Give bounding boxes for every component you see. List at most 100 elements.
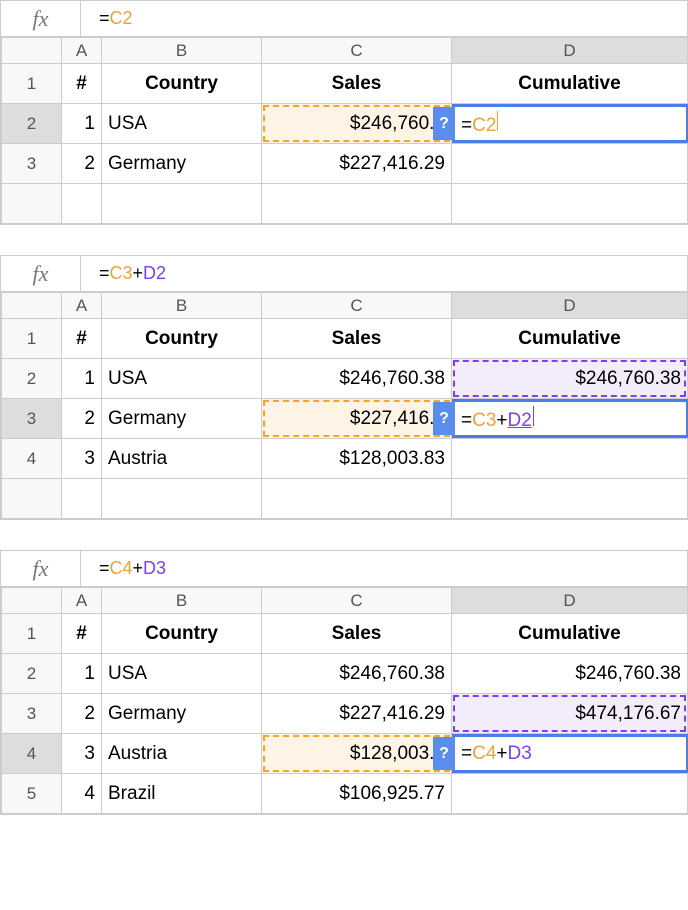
formula-help-icon[interactable]: ?	[433, 107, 455, 140]
cell-b3[interactable]: Germany	[102, 694, 262, 734]
cell-c4[interactable]: $128,003.8	[262, 734, 452, 774]
formula-bar[interactable]: fx =C4+D3	[1, 551, 687, 587]
formula-bar[interactable]: fx =C2	[1, 1, 687, 37]
fx-icon: fx	[1, 256, 81, 291]
cell-d5[interactable]	[452, 774, 688, 814]
row-header-1[interactable]: 1	[2, 614, 62, 654]
col-header-a[interactable]: A	[62, 293, 102, 319]
spreadsheet-panel-3: fx =C4+D3 A B C D 1 # Country Sales Cumu…	[0, 550, 688, 815]
cell-d2[interactable]: ? =C2	[452, 104, 688, 144]
formula-bar-content[interactable]: =C2	[81, 8, 133, 29]
cell-a2[interactable]: 1	[62, 654, 102, 694]
editor-eq: =	[461, 115, 472, 137]
cell-a3[interactable]: 2	[62, 144, 102, 184]
cell-c1[interactable]: Sales	[262, 319, 452, 359]
cell-a4[interactable]: 3	[62, 734, 102, 774]
active-cell-editor[interactable]: ? =C2	[452, 104, 688, 143]
col-header-b[interactable]: B	[102, 293, 262, 319]
cell-c3[interactable]: $227,416.29	[262, 144, 452, 184]
cell-d3[interactable]: ? =C3+D2	[452, 399, 688, 439]
grid[interactable]: A B C D 1 # Country Sales Cumulative 2 1…	[1, 37, 688, 224]
row-stub	[2, 184, 62, 224]
row-header-3[interactable]: 3	[2, 144, 62, 184]
active-cell-editor[interactable]: ? =C4+D3	[452, 734, 688, 773]
col-header-b[interactable]: B	[102, 38, 262, 64]
fx-icon: fx	[1, 551, 81, 586]
cell-b1[interactable]: Country	[102, 319, 262, 359]
cell-d2[interactable]: $246,760.38	[452, 654, 688, 694]
select-all-corner[interactable]	[2, 293, 62, 319]
cell-c3[interactable]: $227,416.29	[262, 694, 452, 734]
row-stub	[2, 479, 62, 519]
formula-ref-c2: C2	[110, 8, 133, 28]
cell-c1[interactable]: Sales	[262, 614, 452, 654]
cell-c4[interactable]: $128,003.83	[262, 439, 452, 479]
col-header-a[interactable]: A	[62, 38, 102, 64]
cell-c5[interactable]: $106,925.77	[262, 774, 452, 814]
row-header-4[interactable]: 4	[2, 439, 62, 479]
cell-b3[interactable]: Germany	[102, 399, 262, 439]
cell-b5[interactable]: Brazil	[102, 774, 262, 814]
cell-c2[interactable]: $246,760.38	[262, 359, 452, 399]
cell-a5[interactable]: 4	[62, 774, 102, 814]
formula-bar-content[interactable]: =C3+D2	[81, 263, 166, 284]
col-header-d[interactable]: D	[452, 293, 688, 319]
cell-c2[interactable]: $246,760.3	[262, 104, 452, 144]
row-header-2[interactable]: 2	[2, 654, 62, 694]
cell-b4[interactable]: Austria	[102, 439, 262, 479]
select-all-corner[interactable]	[2, 588, 62, 614]
formula-eq: =	[99, 8, 110, 28]
cell-c1[interactable]: Sales	[262, 64, 452, 104]
cell-d3[interactable]	[452, 144, 688, 184]
formula-help-icon[interactable]: ?	[433, 737, 455, 770]
cell-b1[interactable]: Country	[102, 64, 262, 104]
text-caret	[533, 406, 534, 426]
cell-a4[interactable]: 3	[62, 439, 102, 479]
cell-a2[interactable]: 1	[62, 359, 102, 399]
row-header-5[interactable]: 5	[2, 774, 62, 814]
cell-d4[interactable]	[452, 439, 688, 479]
cell-d1[interactable]: Cumulative	[452, 319, 688, 359]
col-header-b[interactable]: B	[102, 588, 262, 614]
cell-a3[interactable]: 2	[62, 399, 102, 439]
formula-help-icon[interactable]: ?	[433, 402, 455, 435]
cell-c3[interactable]: $227,416.2	[262, 399, 452, 439]
cell-b4[interactable]: Austria	[102, 734, 262, 774]
col-header-c[interactable]: C	[262, 588, 452, 614]
cell-b3[interactable]: Germany	[102, 144, 262, 184]
cell-b2[interactable]: USA	[102, 359, 262, 399]
row-header-1[interactable]: 1	[2, 64, 62, 104]
row-header-4[interactable]: 4	[2, 734, 62, 774]
cell-a2[interactable]: 1	[62, 104, 102, 144]
cell-b2[interactable]: USA	[102, 104, 262, 144]
row-header-1[interactable]: 1	[2, 319, 62, 359]
cell-d2[interactable]: $246,760.38	[452, 359, 688, 399]
col-header-c[interactable]: C	[262, 293, 452, 319]
editor-ref-c2: C2	[472, 115, 496, 137]
formula-bar[interactable]: fx =C3+D2	[1, 256, 687, 292]
cell-d4[interactable]: ? =C4+D3	[452, 734, 688, 774]
cell-d3[interactable]: $474,176.67	[452, 694, 688, 734]
col-header-d[interactable]: D	[452, 588, 688, 614]
row-header-3[interactable]: 3	[2, 399, 62, 439]
cell-d1[interactable]: Cumulative	[452, 614, 688, 654]
col-header-a[interactable]: A	[62, 588, 102, 614]
cell-a3[interactable]: 2	[62, 694, 102, 734]
row-header-2[interactable]: 2	[2, 359, 62, 399]
formula-bar-content[interactable]: =C4+D3	[81, 558, 166, 579]
cell-b2[interactable]: USA	[102, 654, 262, 694]
col-header-c[interactable]: C	[262, 38, 452, 64]
cell-a1[interactable]: #	[62, 64, 102, 104]
cell-d1[interactable]: Cumulative	[452, 64, 688, 104]
active-cell-editor[interactable]: ? =C3+D2	[452, 399, 688, 438]
row-header-3[interactable]: 3	[2, 694, 62, 734]
cell-b1[interactable]: Country	[102, 614, 262, 654]
col-header-d[interactable]: D	[452, 38, 688, 64]
grid[interactable]: A B C D 1 # Country Sales Cumulative 2 1…	[1, 292, 688, 519]
cell-a1[interactable]: #	[62, 319, 102, 359]
grid[interactable]: A B C D 1 # Country Sales Cumulative 2 1…	[1, 587, 688, 814]
cell-c2[interactable]: $246,760.38	[262, 654, 452, 694]
cell-a1[interactable]: #	[62, 614, 102, 654]
row-header-2[interactable]: 2	[2, 104, 62, 144]
select-all-corner[interactable]	[2, 38, 62, 64]
